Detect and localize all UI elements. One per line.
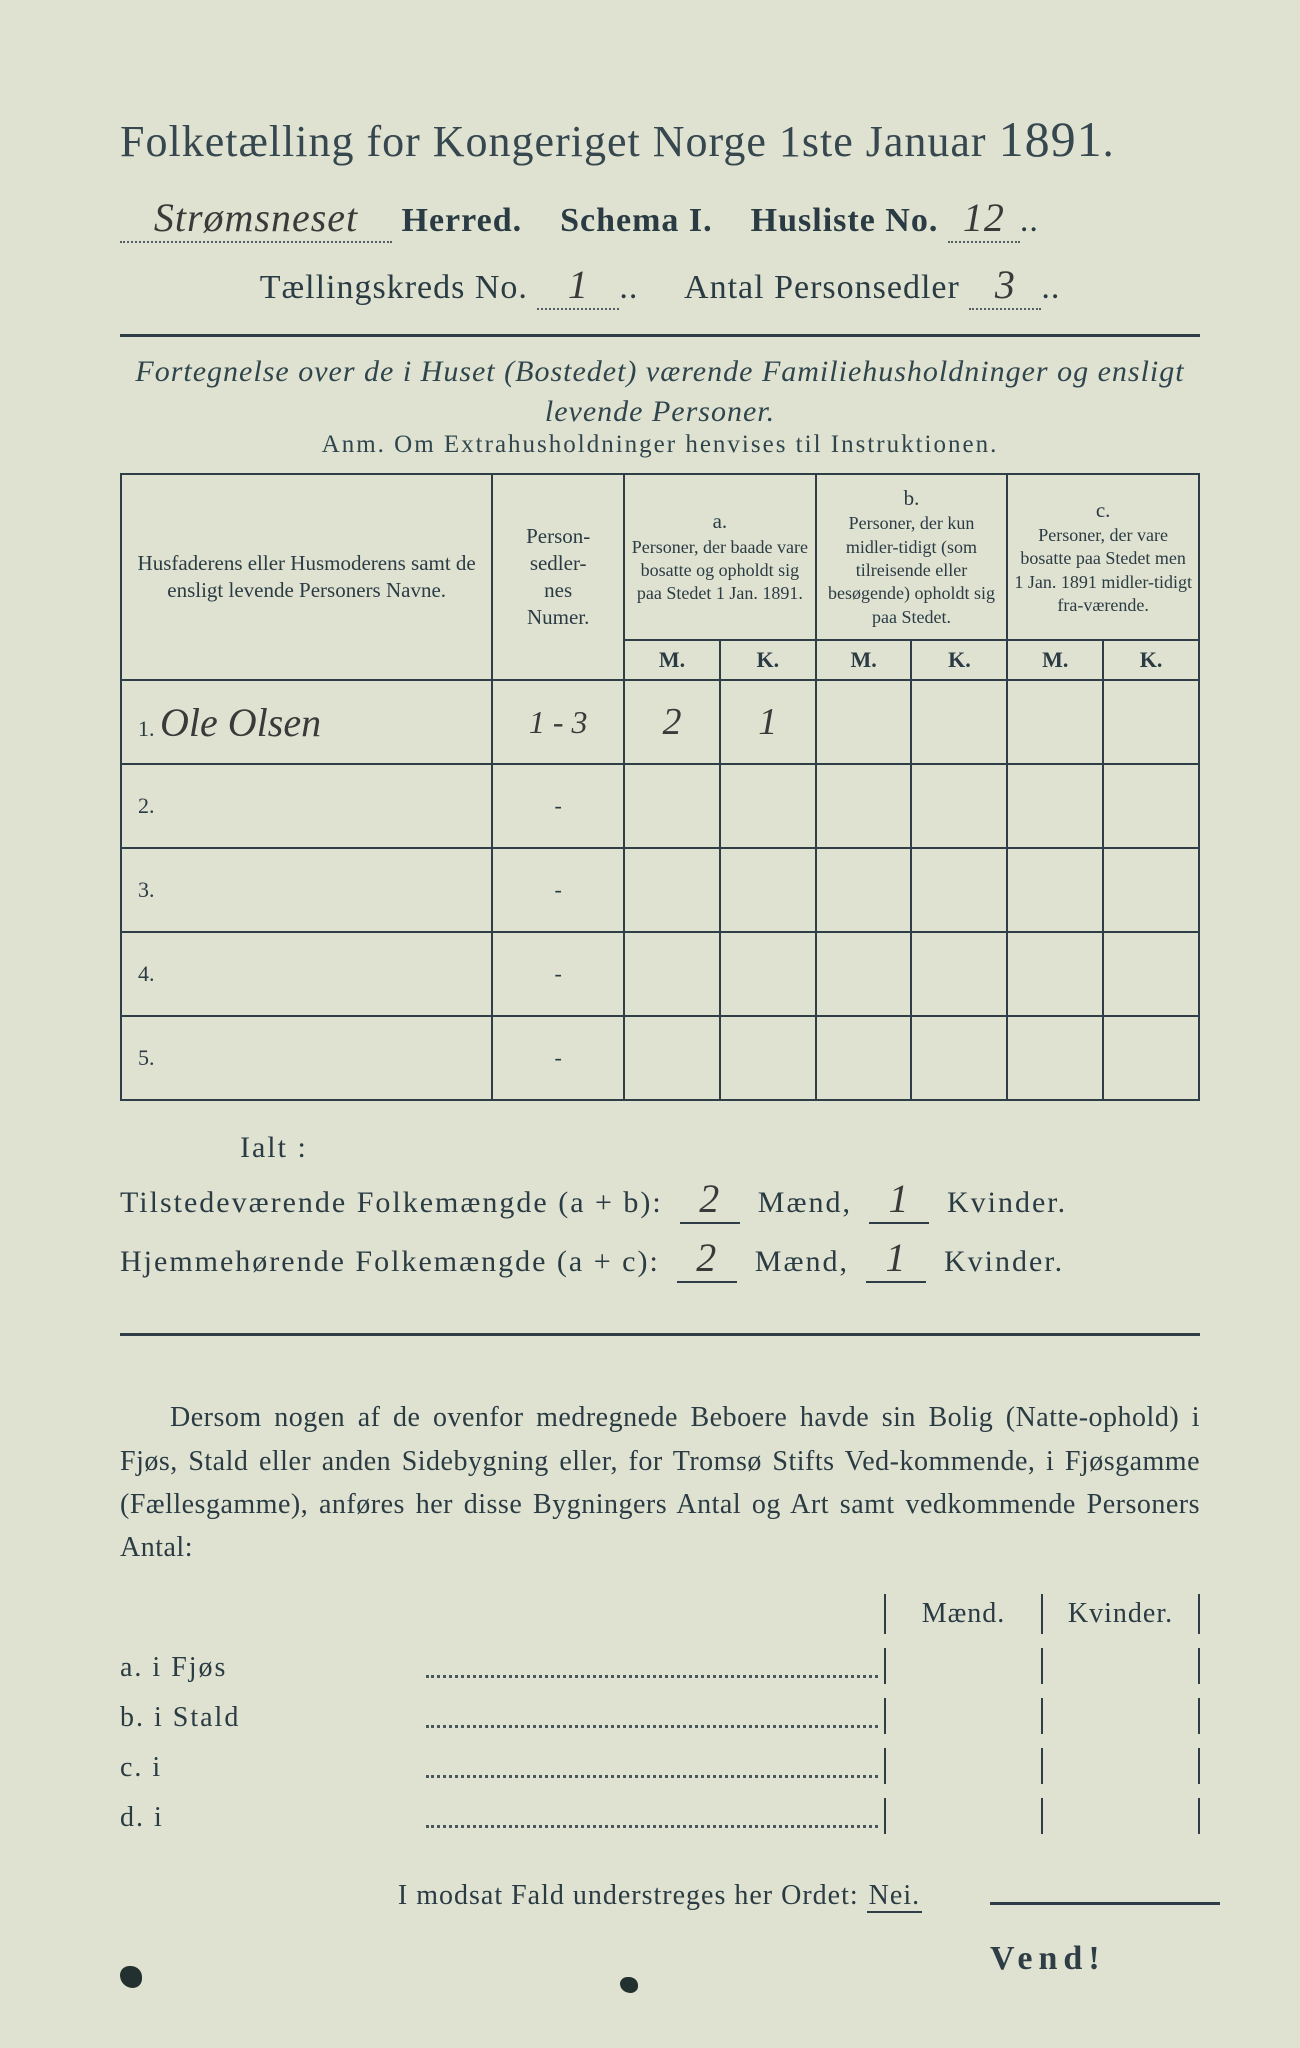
header-line-2: Tællingskreds No. 1.. Antal Personsedler… [120, 261, 1200, 310]
page-title: Folketælling for Kongeriget Norge 1ste J… [120, 110, 1200, 168]
divider [120, 334, 1200, 337]
col-a-k: K. [720, 640, 816, 680]
col-group-c: c. Personer, der vare bosatte paa Stedet… [1007, 474, 1199, 640]
table-row: 4. - [121, 932, 1199, 1016]
table-row: 2. - [121, 764, 1199, 848]
subtitle-1a: Fortegnelse over de i Huset (Bostedet) v… [120, 355, 1200, 389]
abcd-lines: a. i Fjøs b. i Stald c. i d. i [120, 1648, 1200, 1834]
personsedler-label: Antal Personsedler [684, 269, 960, 306]
table-row: 5. - [121, 1016, 1199, 1100]
table-row: 3. - [121, 848, 1199, 932]
herred-field: Strømsneset [120, 194, 392, 243]
col-b-m: M. [816, 640, 912, 680]
col-c-m: M. [1007, 640, 1103, 680]
title-text: Folketælling for Kongeriget Norge 1ste J… [120, 117, 987, 166]
col-a-m: M. [624, 640, 720, 680]
tilstede-k: 1 [869, 1175, 929, 1224]
nei-word: Nei. [867, 1880, 922, 1913]
maend-label: Mænd. [884, 1594, 1041, 1634]
ink-blot-icon [120, 1966, 142, 1988]
hjemme-k: 1 [866, 1234, 926, 1283]
ink-blot-icon [620, 1977, 638, 1993]
header-line-1: Strømsneset Herred. Schema I. Husliste N… [120, 194, 1200, 243]
col-group-b: b. Personer, der kun midler-tidigt (som … [816, 474, 1008, 640]
subtitle-1b: levende Personer. [120, 395, 1200, 429]
herred-label: Herred. [402, 202, 523, 239]
vend-label: Vend! [990, 1902, 1220, 1978]
mk-header: Mænd. Kvinder. [120, 1594, 1200, 1634]
table-row: 1. Ole Olsen 1 - 3 2 1 [121, 680, 1199, 764]
col-name: Husfaderens eller Husmoderens samt de en… [121, 474, 492, 680]
paragraph: Dersom nogen af de ovenfor medregnede Be… [120, 1396, 1200, 1570]
personsedler-no: 3 [969, 261, 1041, 310]
col-group-a: a. Personer, der baade vare bosatte og o… [624, 474, 816, 640]
col-b-k: K. [911, 640, 1007, 680]
hjemme-m: 2 [677, 1234, 737, 1283]
tilstede-label: Tilstedeværende Folkemængde (a + b): [120, 1186, 663, 1219]
kreds-label: Tællingskreds No. [260, 269, 528, 306]
tilstede-m: 2 [680, 1175, 740, 1224]
ialt-label: Ialt : [120, 1131, 1200, 1165]
totals-block: Ialt : Tilstedeværende Folkemængde (a + … [120, 1131, 1200, 1283]
census-table: Husfaderens eller Husmoderens samt de en… [120, 473, 1200, 1101]
col-num: Person- sedler- nes Numer. [492, 474, 624, 680]
title-year: 1891 [999, 111, 1103, 167]
husliste-label: Husliste No. [751, 202, 939, 239]
hjemme-label: Hjemmehørende Folkemængde (a + c): [120, 1245, 660, 1278]
kreds-no: 1 [537, 261, 619, 310]
subtitle-anm: Anm. Om Extrahusholdninger henvises til … [120, 431, 1200, 459]
divider [120, 1333, 1200, 1336]
schema-label: Schema I. [560, 202, 713, 239]
col-c-k: K. [1103, 640, 1199, 680]
kvinder-label: Kvinder. [1041, 1594, 1200, 1634]
husliste-no: 12 [948, 194, 1020, 243]
